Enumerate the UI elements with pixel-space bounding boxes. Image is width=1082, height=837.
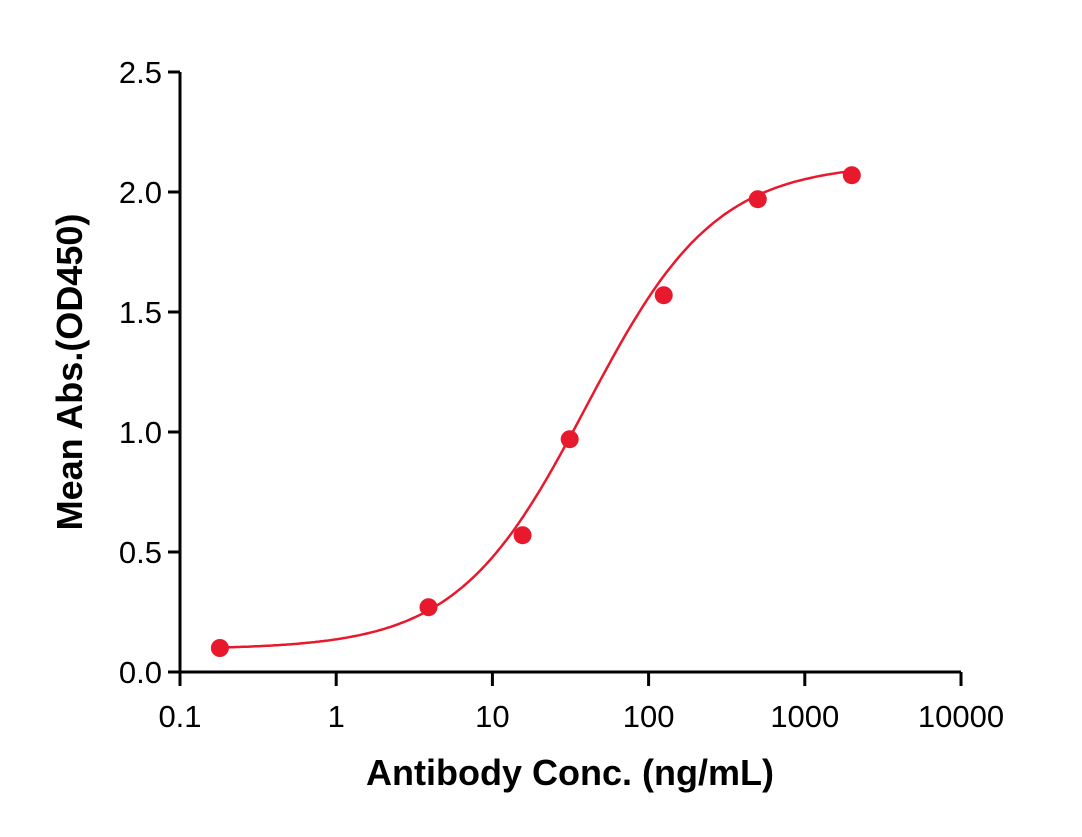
x-tick-label: 0.1 [158,699,201,734]
y-tick-label: 2.5 [119,55,162,90]
y-tick-label: 0.0 [119,655,162,690]
axes: 0.0 0.5 1.0 1.5 2.0 2.5 0.1 1 10 100 1000 10000 [119,55,1004,734]
data-point [654,286,673,305]
x-axis-title: Antibody Conc. (ng/mL) [366,752,774,793]
y-tick-label: 1.0 [119,415,162,450]
y-axis-title: Mean Abs.(OD450) [49,214,90,531]
y-tick-label: 0.5 [119,535,162,570]
x-tick-label: 100 [623,699,675,734]
x-tick-label: 1 [328,699,345,734]
data-point [210,639,229,657]
data-point [748,190,767,209]
x-tick-label: 10 [475,699,509,734]
x-tick-label: 1000 [770,699,839,734]
data-points [210,166,861,657]
data-point [419,598,438,617]
data-point [560,430,579,449]
x-tick-label: 10000 [918,699,1004,734]
data-point [842,166,861,185]
y-tick-label: 2.0 [119,175,162,210]
fit-curve [219,169,852,649]
y-tick-label: 1.5 [119,295,162,330]
data-point [513,526,532,545]
